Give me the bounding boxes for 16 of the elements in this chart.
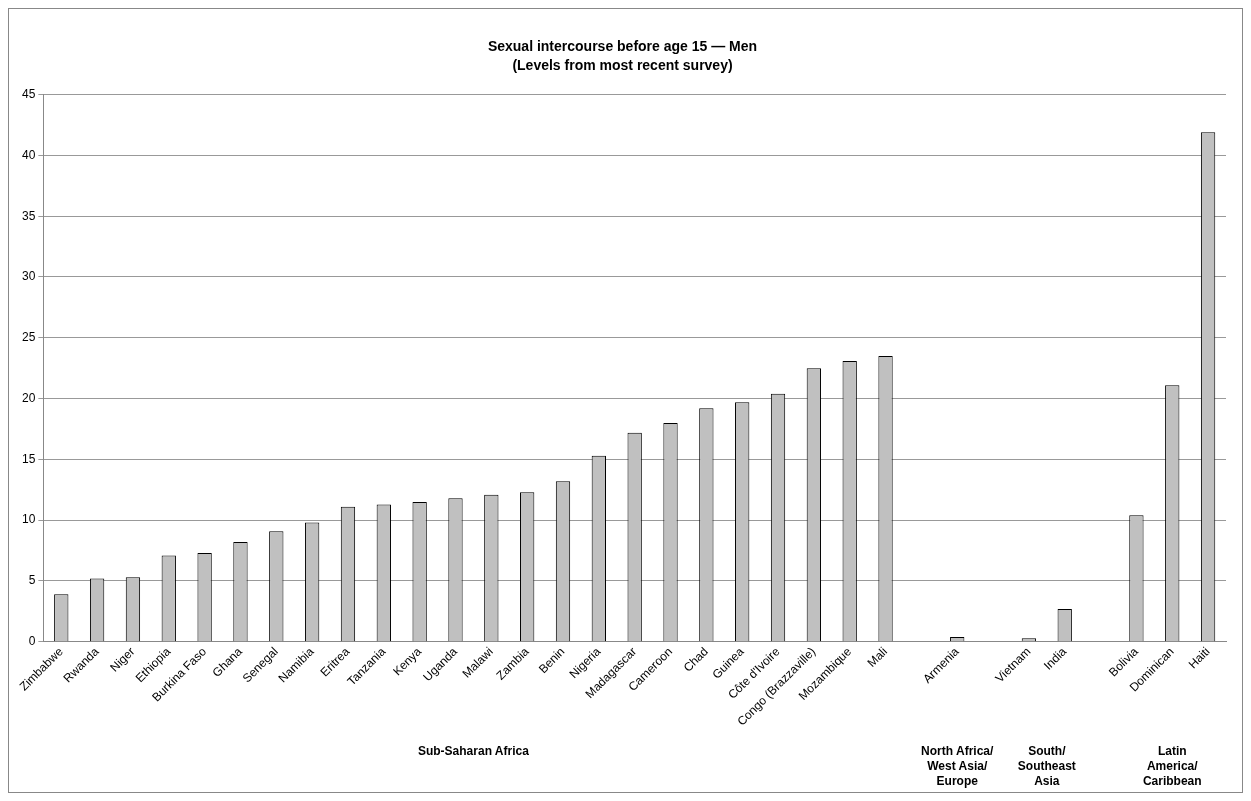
y-tick-label: 20 — [21, 390, 36, 405]
y-tick-label: 10 — [21, 512, 36, 527]
y-tick-label: 0 — [28, 634, 36, 649]
y-tick-label: 5 — [28, 573, 36, 588]
text: North Africa/ West Asia/ Europe — [921, 744, 994, 789]
y-tick-label: 15 — [21, 451, 36, 466]
y-tick-label: 45 — [21, 86, 36, 101]
y-tick-label: 35 — [21, 208, 36, 223]
y-tick-label: 25 — [21, 330, 36, 345]
text: South/ Southeast Asia — [1017, 744, 1076, 789]
text: Sub-Saharan Africa — [417, 744, 530, 759]
text: Latin America/ Caribbean — [1142, 744, 1202, 789]
y-tick-label: 40 — [21, 147, 36, 162]
chart-title: Sexual intercourse before age 15 — Men — [487, 38, 758, 55]
y-tick-label: 30 — [21, 269, 36, 284]
chart-subtitle: (Levels from most recent survey) — [512, 57, 733, 74]
